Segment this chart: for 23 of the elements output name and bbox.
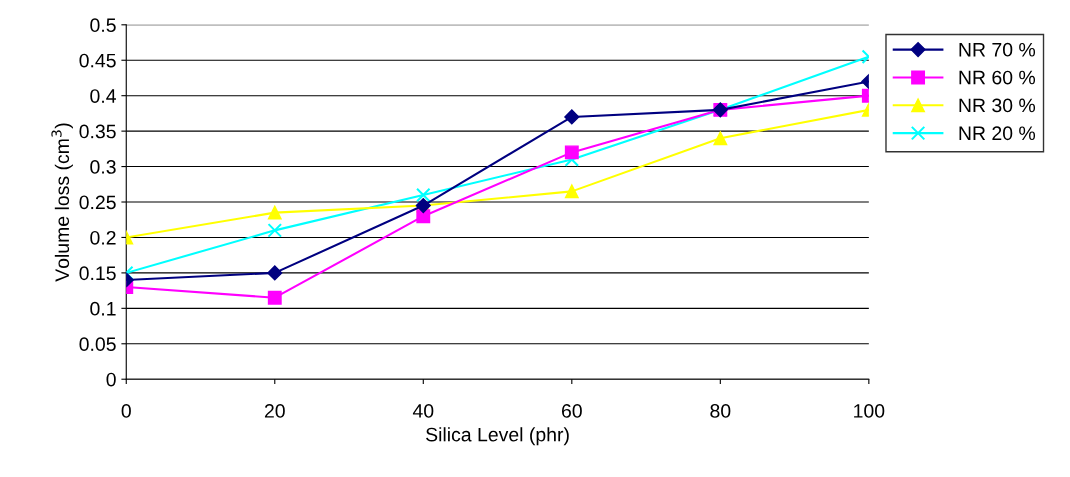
- x-tick-label: 20: [264, 404, 285, 418]
- y-tick-label: 0.4: [90, 89, 116, 103]
- y-tick-label: 0.05: [79, 337, 116, 352]
- y-tick-label: 0.25: [79, 195, 116, 210]
- legend-label: NR 20 %: [959, 126, 1036, 141]
- legend-label: NR 70 %: [959, 42, 1036, 57]
- y-tick-label: 0.3: [90, 160, 116, 174]
- x-tick-label: 40: [412, 404, 434, 418]
- y-tick-label: 0.15: [79, 266, 116, 281]
- legend-label: NR 30 %: [959, 98, 1036, 113]
- y-tick-label: 0: [106, 372, 116, 387]
- y-tick-label: 0.2: [90, 230, 116, 245]
- legend-label: NR 60 %: [959, 70, 1036, 85]
- x-tick-label: 60: [561, 404, 582, 418]
- x-tick-label: 100: [854, 404, 885, 418]
- y-tick-label: 0.1: [90, 301, 116, 316]
- y-tick-label: 0.45: [79, 53, 116, 68]
- y-axis-title: Volume loss (cm$^{3}$): [51, 123, 73, 282]
- y-tick-label: 0.35: [79, 124, 116, 139]
- x-tick-label: 80: [710, 404, 731, 418]
- x-tick-label: 0: [121, 404, 131, 418]
- y-tick-label: 0.5: [90, 18, 116, 33]
- x-axis-title: Silica Level (phr): [426, 427, 569, 446]
